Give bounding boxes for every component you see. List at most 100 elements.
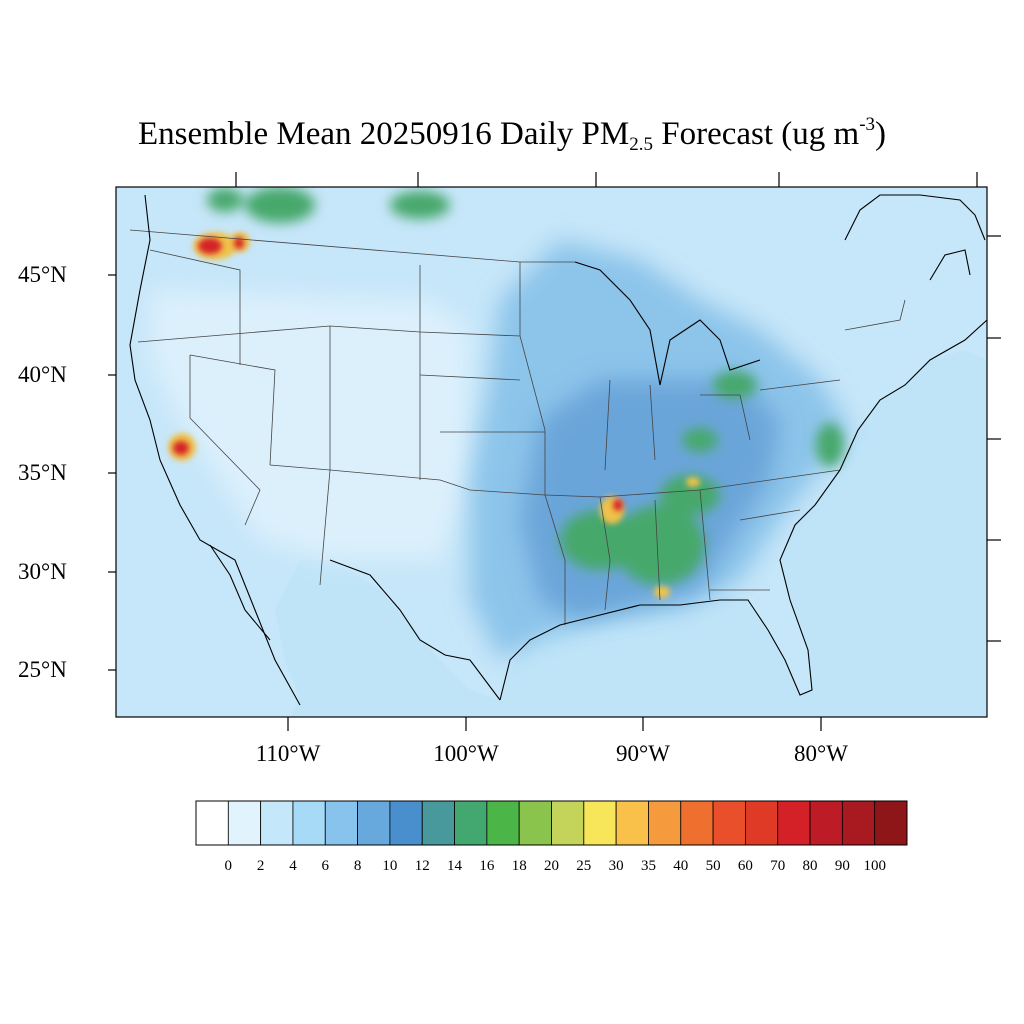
- lat-label-25n: 25°N: [18, 657, 67, 682]
- boundary-minnesota-iowa: [519, 262, 566, 625]
- coastlines: [129, 194, 987, 706]
- lat-label-45n: 45°N: [18, 262, 67, 287]
- hotspot-canada-central: [390, 191, 450, 219]
- lat-label-40n: 40°N: [18, 362, 67, 387]
- boundary-ohio: [700, 394, 751, 441]
- colorbar-swatch: [421, 800, 455, 846]
- colorbar-frame: [195, 800, 908, 846]
- map-field: [116, 187, 987, 717]
- colorbar-swatch: [195, 800, 229, 846]
- hotspot-ohio: [713, 371, 757, 399]
- boundary-northern-states: [137, 325, 521, 343]
- colorbar-label: 40: [673, 858, 689, 874]
- colorbar-label: 20: [544, 858, 559, 874]
- boundary-nebraska-south: [419, 374, 521, 381]
- axis-ticks: [108, 172, 1001, 731]
- hotspot-tennessee: [660, 475, 720, 515]
- boundary-36-30: [269, 464, 546, 496]
- colorbar-label: 0: [224, 858, 233, 874]
- title-subscript: 2.5: [629, 134, 653, 155]
- coast-canada-east: [844, 194, 986, 241]
- lon-label-80w: 80°W: [794, 741, 848, 766]
- colorbar-label: 60: [737, 858, 753, 874]
- colorbar-label: 12: [414, 858, 430, 874]
- lat-label-30n: 30°N: [18, 559, 67, 584]
- lon-label-90w: 90°W: [616, 741, 670, 766]
- colorbar-swatch: [648, 800, 682, 846]
- title-superscript: -3: [859, 114, 876, 135]
- colorbar-swatch: [680, 800, 714, 846]
- colorbar-label: 18: [511, 858, 527, 874]
- hotspot-mississippi: [615, 505, 705, 585]
- western-low-pm-region: [150, 290, 470, 560]
- boundary-georgia-alabama: [699, 489, 711, 601]
- colorbar-label: 50: [705, 858, 721, 874]
- map-frame: [115, 186, 988, 718]
- colorbar-swatch: [486, 800, 520, 846]
- colorbar-swatch: [292, 800, 326, 846]
- border-mexico: [329, 559, 501, 701]
- boundary-tennessee-north: [544, 479, 771, 498]
- peak-washington-east: [234, 237, 244, 249]
- state-boundaries: [129, 229, 906, 625]
- colorbar-swatch: [777, 800, 811, 846]
- colorbar-label: 2: [256, 858, 265, 874]
- boundary-arizona-newmexico: [319, 469, 331, 586]
- colorbar-swatch: [615, 800, 649, 846]
- peak-washington: [198, 238, 222, 254]
- coast-baja-gulf: [209, 544, 271, 641]
- hotspot-bc: [207, 188, 243, 212]
- colorbar-label: 4: [289, 858, 297, 874]
- lon-label-100w: 100°W: [433, 741, 499, 766]
- peak-arkansas: [613, 499, 623, 511]
- figure-title: Ensemble Mean 20250916 Daily PM2.5 Forec…: [0, 112, 1024, 156]
- lon-label-110w: 110°W: [255, 741, 321, 766]
- colorbar-label: 35: [641, 858, 656, 874]
- boundary-mississippi-river: [599, 496, 611, 611]
- colorbar-label: 30: [608, 858, 624, 874]
- colorbar-swatch: [712, 800, 746, 846]
- coast-gulf-atlantic: [499, 319, 987, 701]
- boundary-north-carolina: [769, 469, 841, 481]
- colorbar-swatch: [841, 800, 876, 846]
- title-prefix: Ensemble Mean 20250916 Daily PM: [137, 116, 630, 152]
- boundary-california-nevada: [189, 355, 261, 526]
- boundary-new-england: [844, 299, 906, 331]
- colorbar-swatch: [260, 800, 294, 846]
- colorbar-label: 90: [834, 858, 850, 874]
- colorbar-label: 70: [770, 858, 786, 874]
- moderate-hotspot-clusters: [207, 187, 844, 585]
- peak-california: [173, 441, 189, 455]
- boundary-oregon-idaho: [149, 249, 241, 365]
- hotspot-kentucky: [682, 428, 718, 452]
- colorbar-label: 6: [321, 858, 330, 874]
- coast-great-lakes: [574, 261, 761, 386]
- colorbar-swatch: [874, 800, 908, 846]
- colorbar-swatch: [551, 800, 585, 846]
- colorbar-swatch: [454, 800, 488, 846]
- boundary-pennsylvania: [759, 379, 841, 391]
- colorbar: [195, 800, 908, 846]
- colorbar-swatch: [583, 800, 617, 846]
- coast-pacific: [129, 194, 301, 706]
- peak-hotspot-cores: [173, 237, 623, 511]
- lat-label-35n: 35°N: [18, 460, 67, 485]
- title-middle: Forecast (ug m: [653, 116, 860, 152]
- colorbar-swatch: [518, 800, 552, 846]
- boundary-indiana: [649, 384, 656, 461]
- boundary-illinois: [604, 379, 611, 471]
- hotspot-core-tennessee: [686, 477, 700, 487]
- colorbar-swatch: [227, 800, 262, 846]
- colorbar-label: 16: [479, 858, 495, 874]
- colorbar-swatch: [745, 800, 779, 846]
- colorbar-label: 80: [802, 858, 818, 874]
- colorbar-swatch: [357, 800, 391, 846]
- colorbar-label: 8: [353, 858, 362, 874]
- hotspot-canada-west: [245, 187, 315, 223]
- boundary-south-carolina: [739, 509, 801, 521]
- colorbar-swatch: [809, 800, 843, 846]
- boundary-alabama-west: [654, 499, 661, 601]
- boundary-nevada: [189, 354, 276, 466]
